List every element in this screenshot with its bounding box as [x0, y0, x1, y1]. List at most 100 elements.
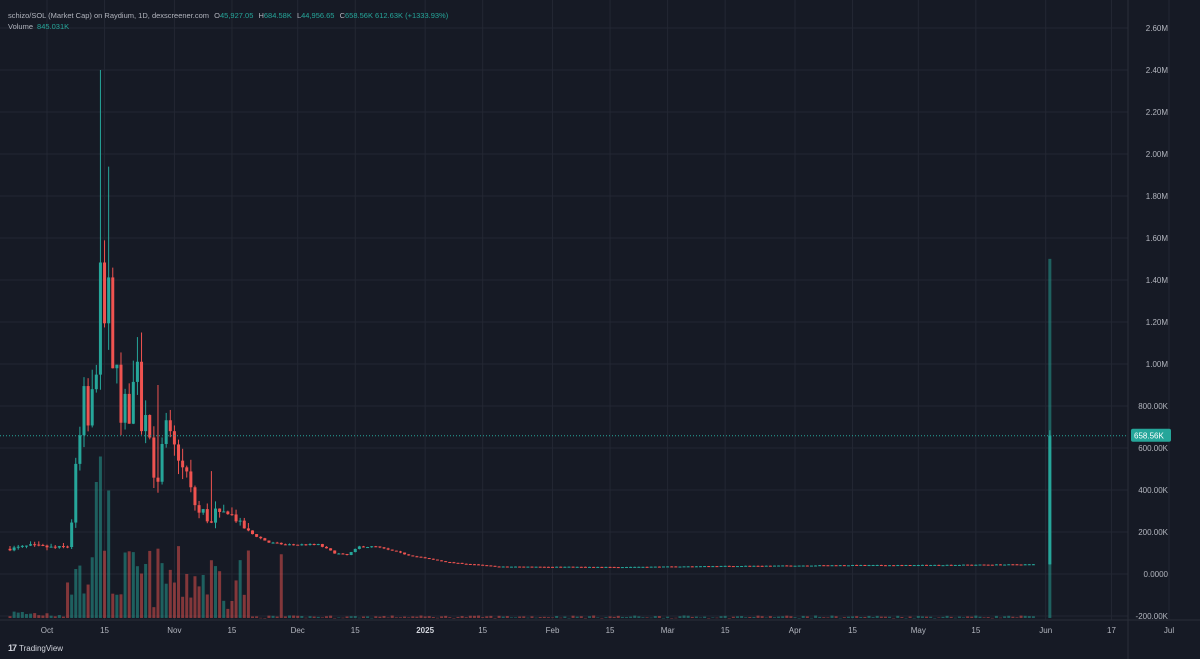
candle-body — [834, 565, 838, 567]
volume-bar — [801, 615, 805, 618]
candle-body — [103, 262, 107, 324]
candle-body — [316, 544, 320, 546]
x-tick-label: Nov — [167, 626, 181, 635]
candle-body — [70, 522, 74, 548]
volume-bar — [398, 617, 402, 618]
candle-body — [986, 564, 990, 566]
candle-body — [863, 564, 867, 566]
candle-body — [493, 565, 497, 567]
volume-bar — [419, 615, 423, 618]
volume-bar — [452, 617, 456, 619]
candle-body — [949, 564, 953, 566]
candle-body — [694, 566, 698, 568]
x-tick-label: 15 — [606, 626, 615, 635]
volume-bar — [111, 593, 115, 618]
tradingview-brand[interactable]: 17 TradingView — [8, 643, 63, 653]
candle-body — [320, 544, 324, 547]
candle-body — [29, 544, 33, 546]
candle-body — [855, 564, 859, 566]
candle-body — [234, 514, 238, 522]
candle-body — [542, 566, 546, 568]
x-tick-label: Mar — [661, 626, 675, 635]
candle-body — [1027, 564, 1031, 566]
x-tick-label: 15 — [971, 626, 980, 635]
candle-body — [937, 564, 941, 566]
close-label: C — [339, 11, 345, 20]
volume-bar — [777, 616, 781, 618]
y-tick-label: 600.00K — [1138, 444, 1168, 453]
volume-bar — [518, 616, 522, 618]
candle-body — [312, 543, 316, 545]
candle-body — [308, 543, 312, 546]
volume-bar — [526, 617, 530, 619]
volume-bar — [390, 615, 394, 618]
volume-bar — [896, 615, 900, 618]
candle-body — [1019, 564, 1023, 566]
volume-bar — [945, 615, 949, 618]
candle-body — [324, 546, 328, 549]
candle-body — [851, 564, 855, 566]
volume-bar — [912, 617, 916, 619]
candle-body — [201, 509, 205, 513]
volume-bar — [1023, 615, 1027, 618]
y-tick-label: 2.00M — [1146, 150, 1169, 159]
candle-body — [842, 565, 846, 567]
volume-bar — [16, 612, 20, 618]
candle-body — [900, 565, 904, 567]
y-tick-label: 2.60M — [1146, 24, 1169, 33]
volume-bar — [98, 456, 102, 618]
candle-body — [8, 548, 12, 551]
candle-body — [197, 505, 201, 513]
volume-bar — [768, 616, 772, 618]
volume-bar — [86, 584, 90, 618]
volume-bar — [197, 586, 201, 618]
volume-bar — [937, 617, 941, 618]
volume-bar — [324, 616, 328, 618]
volume-bar — [567, 617, 571, 619]
candle-body — [505, 566, 509, 568]
candle-body — [912, 565, 916, 567]
candle-body — [752, 565, 756, 567]
volume-bar — [218, 571, 222, 618]
candle-body — [764, 565, 768, 567]
volume-bar — [61, 616, 65, 618]
volume-bar — [423, 616, 427, 618]
y-tick-label: 2.40M — [1146, 66, 1169, 75]
volume-bar — [234, 580, 238, 618]
candle-body — [698, 566, 702, 568]
candle-body — [637, 566, 641, 568]
candle-body — [292, 544, 296, 546]
volume-bar — [637, 616, 641, 618]
volume-bar — [349, 616, 353, 618]
candle-body — [296, 544, 300, 546]
x-tick-label: 15 — [227, 626, 236, 635]
candle-body — [748, 565, 752, 567]
candle-body — [407, 554, 411, 556]
volume-bar — [489, 615, 493, 618]
volume-bar — [990, 617, 994, 619]
volume-bar — [152, 607, 156, 618]
volume-bar — [411, 616, 415, 618]
volume-bar — [366, 616, 370, 618]
candle-body — [82, 386, 86, 436]
candle-body — [781, 565, 785, 567]
low-label: L — [296, 11, 302, 20]
candle-body — [37, 544, 41, 546]
candle-body — [974, 564, 978, 566]
volume-bar — [735, 616, 739, 618]
volume-bar — [674, 617, 678, 619]
x-tick-label: 15 — [478, 626, 487, 635]
candle-body — [78, 435, 82, 464]
volume-bar — [793, 617, 797, 618]
volume-bar — [707, 617, 711, 619]
candle-body — [119, 364, 123, 423]
candle-body — [246, 528, 250, 531]
candle-body — [415, 556, 419, 558]
volume-bar — [690, 616, 694, 618]
candle-body — [172, 431, 176, 445]
volume-bar — [407, 617, 411, 618]
volume-bar — [711, 617, 715, 618]
volume-bar — [505, 616, 509, 618]
candle-body — [805, 565, 809, 567]
